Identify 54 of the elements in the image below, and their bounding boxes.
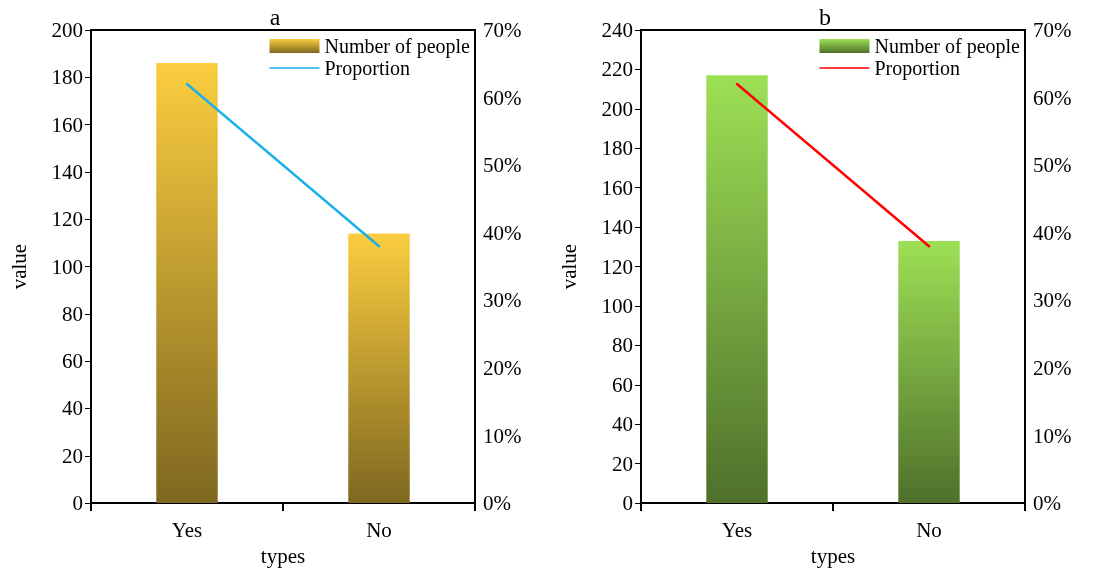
y-tick-label: 140 xyxy=(51,159,83,184)
y-tick-label: 200 xyxy=(51,18,83,42)
y2-tick-label: 40% xyxy=(1033,220,1072,245)
x-axis-title: types xyxy=(260,543,306,568)
y2-tick-label: 0% xyxy=(1033,491,1061,516)
y-tick-label: 160 xyxy=(601,175,633,200)
y2-tick-label: 60% xyxy=(1033,85,1072,110)
y-axis-title: value xyxy=(556,243,581,290)
y-tick-label: 60 xyxy=(62,349,83,374)
y2-tick-label: 50% xyxy=(483,153,522,178)
y2-tick-label: 20% xyxy=(1033,355,1072,380)
y2-tick-label: 30% xyxy=(483,288,522,313)
y-tick-label: 20 xyxy=(62,443,83,468)
chart-title: b xyxy=(819,4,831,30)
y-tick-label: 160 xyxy=(51,112,83,137)
legend-label: Number of people xyxy=(324,35,471,58)
y-tick-label: 100 xyxy=(601,293,633,318)
chart-title: a xyxy=(269,4,281,30)
y-tick-label: 60 xyxy=(612,372,633,397)
y-tick-label: 180 xyxy=(51,65,83,90)
y2-tick-label: 10% xyxy=(483,423,522,448)
y-tick-label: 120 xyxy=(601,254,633,279)
x-tick-label: Yes xyxy=(721,517,753,542)
x-tick-label: No xyxy=(366,517,392,542)
y2-tick-label: 70% xyxy=(483,18,522,42)
y-tick-label: 240 xyxy=(601,18,633,42)
y2-tick-label: 60% xyxy=(483,85,522,110)
y-tick-label: 180 xyxy=(601,136,633,161)
y-tick-label: 80 xyxy=(612,333,633,358)
y-tick-label: 100 xyxy=(51,254,83,279)
y-tick-label: 120 xyxy=(51,207,83,232)
y-tick-label: 0 xyxy=(622,491,633,516)
y-tick-label: 80 xyxy=(62,301,83,326)
y2-tick-label: 10% xyxy=(1033,423,1072,448)
y-tick-label: 20 xyxy=(612,451,633,476)
y-tick-label: 0 xyxy=(72,491,83,516)
y2-tick-label: 0% xyxy=(483,491,511,516)
y-tick-label: 220 xyxy=(601,57,633,82)
x-axis-title: types xyxy=(810,543,856,568)
y2-tick-label: 20% xyxy=(483,355,522,380)
legend-label: Number of people xyxy=(874,35,1021,58)
y-tick-label: 140 xyxy=(601,215,633,240)
y2-tick-label: 50% xyxy=(1033,153,1072,178)
legend-label: Proportion xyxy=(874,57,961,80)
y-tick-label: 40 xyxy=(612,412,633,437)
y2-tick-label: 70% xyxy=(1033,18,1072,42)
y-axis-title: value xyxy=(6,243,31,290)
y2-tick-label: 40% xyxy=(483,220,522,245)
y-tick-label: 200 xyxy=(601,96,633,121)
x-tick-label: No xyxy=(916,517,942,542)
x-tick-label: Yes xyxy=(171,517,203,542)
legend-label: Proportion xyxy=(324,57,411,80)
y-tick-label: 40 xyxy=(62,396,83,421)
y2-tick-label: 30% xyxy=(1033,288,1072,313)
